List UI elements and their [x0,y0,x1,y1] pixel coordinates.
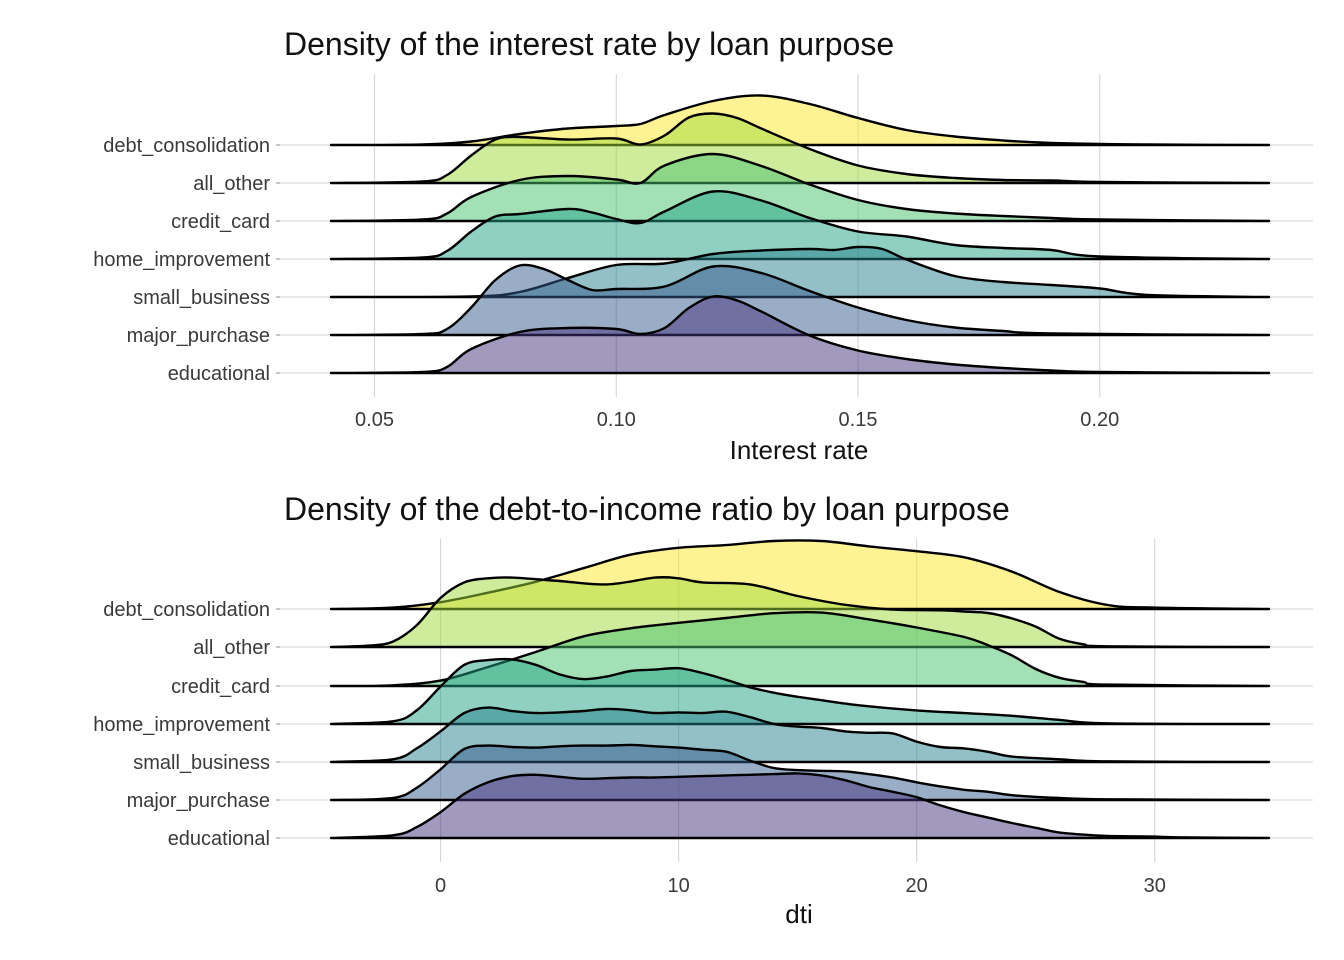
dti-category-label: major_purchase [127,790,270,812]
interest-rate-category-label: educational [168,363,270,385]
dti-x-tick-label: 0 [435,875,446,897]
interest-rate-category-label: debt_consolidation [103,135,270,157]
interest-rate-x-tick-label: 0.15 [839,409,878,431]
dti-category-label: home_improvement [93,714,270,736]
interest-rate-category-label: home_improvement [93,249,270,271]
dti-x-tick-label: 20 [906,875,928,897]
dti-x-tick-label: 10 [667,875,689,897]
dti-category-label: educational [168,828,270,850]
dti-ridge-educational [329,772,1271,840]
interest-rate-ridge-credit-card [329,152,1271,223]
interest-rate-x-tick-label: 0.20 [1080,409,1119,431]
dti-x-tick-label: 30 [1144,875,1166,897]
interest-rate-ridge-debt-consolidation [329,94,1271,147]
dti-ridge-home-improvement [329,657,1271,726]
interest-rate-x-tick-label: 0.05 [355,409,394,431]
dti-category-label: all_other [193,637,270,659]
interest-rate-x-tick-label: 0.10 [597,409,636,431]
interest-rate-category-label: all_other [193,173,270,195]
interest-rate-ridges [329,94,1271,375]
dti-category-label: debt_consolidation [103,599,270,621]
dti-x-axis-label: dti [785,899,812,929]
interest-rate-ridge-educational [329,295,1271,375]
dti-category-label: small_business [133,752,270,774]
interest-rate-x-axis-label: Interest rate [730,435,869,465]
interest-rate-ridge-home-improvement [329,189,1271,261]
interest-rate-category-label: major_purchase [127,325,270,347]
interest-rate-panel: Density of the interest rate by loan pur… [93,26,1313,465]
dti-panel: Density of the debt-to-income ratio by l… [93,491,1313,929]
interest-rate-ridge-all-other [329,112,1271,185]
interest-rate-title: Density of the interest rate by loan pur… [284,26,894,62]
interest-rate-category-label: credit_card [171,211,270,233]
dti-title: Density of the debt-to-income ratio by l… [284,491,1010,527]
dti-ridges [329,539,1271,840]
dti-category-label: credit_card [171,676,270,698]
interest-rate-ridge-major-purchase [329,263,1271,337]
interest-rate-category-label: small_business [133,287,270,309]
